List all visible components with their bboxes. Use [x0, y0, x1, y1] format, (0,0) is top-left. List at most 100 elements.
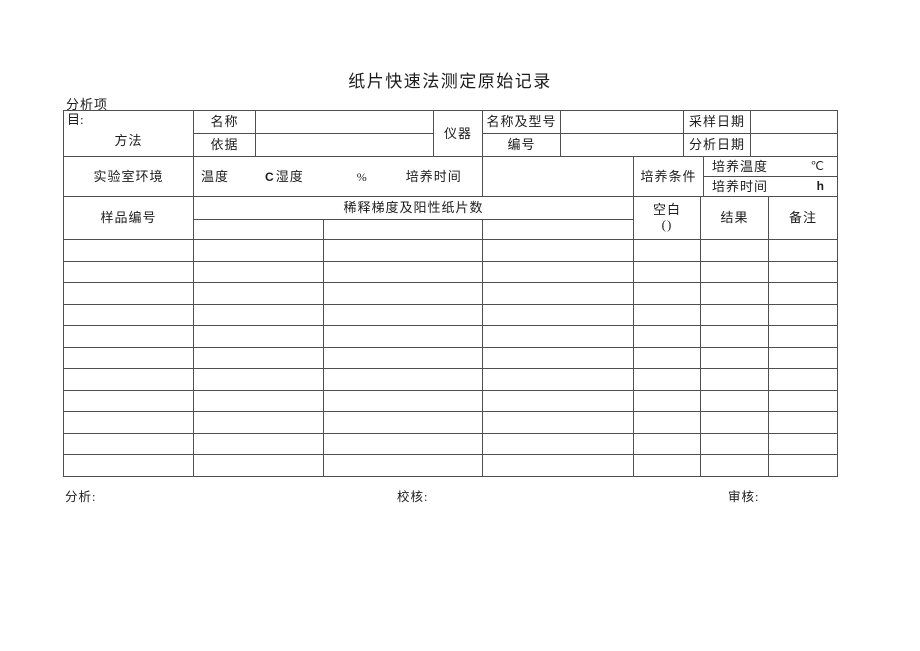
incubation-temperature-row: 培养温度 ℃ [704, 158, 837, 177]
result-cell [700, 260, 769, 283]
blank-column-label: 空白 () [633, 196, 702, 240]
result-cell [768, 239, 838, 262]
instrument-name-model-label: 名称及型号 [482, 110, 561, 134]
incubation-time-label: 培养时间 [405, 168, 462, 184]
result-row [63, 432, 838, 455]
result-cell [323, 346, 483, 369]
analyst-signature-label: 分析: [65, 490, 97, 504]
method-label: 方法 [114, 132, 143, 148]
result-cell [63, 368, 194, 391]
result-cell [633, 346, 701, 369]
result-cell [768, 282, 838, 305]
result-cell [700, 432, 769, 455]
result-cell [482, 346, 634, 369]
result-cell [768, 346, 838, 369]
result-cell [323, 454, 483, 477]
result-cell [63, 454, 194, 477]
analysis-item-label-top: 分析项 [66, 97, 109, 112]
result-cell [633, 239, 701, 262]
environment-table: 实验室环境 温度 C 湿度% 培养时间 培养条件 培养温度 ℃ 培养时间 h [63, 156, 838, 197]
environment-blank-cell [482, 156, 634, 197]
analysis-item-label-wrap: 目: [67, 112, 84, 127]
result-cell [700, 454, 769, 477]
result-cell [482, 432, 634, 455]
temperature-unit: C [265, 169, 274, 184]
result-row [63, 282, 838, 305]
sampling-date-value-cell [750, 110, 838, 134]
result-cell [633, 432, 701, 455]
sample-number-label: 样品编号 [63, 196, 194, 240]
result-cell [700, 368, 769, 391]
method-name-value-cell [255, 110, 434, 134]
instrument-number-label: 编号 [482, 133, 561, 157]
result-cell [323, 303, 483, 326]
dilution-subcell-3 [481, 219, 635, 240]
result-cell [768, 454, 838, 477]
result-cell [700, 411, 769, 434]
result-cell [193, 368, 324, 391]
result-cell [633, 411, 701, 434]
result-cell [323, 325, 483, 348]
result-cell [63, 282, 194, 305]
result-cell [482, 325, 634, 348]
reviewer-signature-label: 审核: [728, 490, 760, 504]
incubation-time-unit: h [816, 179, 824, 194]
result-cell [482, 454, 634, 477]
record-form: 目: 方法 名称 仪器 名称及型号 采样日期 依据 编号 分析日期 [63, 110, 839, 477]
result-cell [63, 303, 194, 326]
result-row [63, 346, 838, 369]
incubation-time2-label: 培养时间 [712, 178, 769, 194]
result-cell [768, 303, 838, 326]
result-cell [63, 260, 194, 283]
incubation-conditions-label: 培养条件 [633, 156, 704, 197]
result-cell [633, 325, 701, 348]
results-body-table [63, 239, 838, 477]
result-cell [63, 325, 194, 348]
result-cell [768, 389, 838, 412]
result-cell [633, 389, 701, 412]
method-instrument-table: 目: 方法 名称 仪器 名称及型号 采样日期 依据 编号 分析日期 [63, 110, 838, 157]
result-cell [193, 303, 324, 326]
instrument-name-model-value-cell [560, 110, 684, 134]
result-cell [193, 432, 324, 455]
result-cell [482, 282, 634, 305]
result-row [63, 260, 838, 283]
method-basis-value-cell [255, 133, 434, 157]
result-column-label: 结果 [700, 196, 770, 240]
result-cell [323, 260, 483, 283]
result-cell [482, 260, 634, 283]
result-cell [482, 239, 634, 262]
result-cell [193, 454, 324, 477]
result-cell [63, 389, 194, 412]
analysis-date-value-cell [750, 133, 838, 157]
method-basis-label: 依据 [193, 133, 256, 157]
sampling-date-label: 采样日期 [683, 110, 751, 134]
result-cell [482, 368, 634, 391]
result-cell [323, 432, 483, 455]
method-header-cell: 目: 方法 [63, 110, 194, 157]
incubation-time-row: 培养时间 h [705, 177, 837, 196]
dilution-gradient-label: 稀释梯度及阳性纸片数 [192, 196, 635, 220]
result-cell [63, 432, 194, 455]
result-cell [700, 239, 769, 262]
result-cell [63, 346, 194, 369]
blank-label-text: 空白 [653, 202, 682, 218]
instrument-label: 仪器 [433, 110, 483, 157]
result-cell [700, 303, 769, 326]
result-cell [633, 303, 701, 326]
result-cell [482, 389, 634, 412]
result-row [63, 411, 838, 434]
result-cell [193, 239, 324, 262]
result-cell [768, 260, 838, 283]
result-cell [482, 411, 634, 434]
result-cell [193, 411, 324, 434]
incubation-conditions-values-cell: 培养温度 ℃ 培养时间 h [703, 156, 838, 197]
result-cell [700, 389, 769, 412]
temperature-label: 温度 [201, 168, 230, 184]
result-cell [633, 282, 701, 305]
humidity-unit: % [356, 169, 367, 184]
result-cell [323, 368, 483, 391]
result-row [63, 325, 838, 348]
incubation-temperature-label: 培养温度 [712, 158, 769, 174]
result-cell [193, 346, 324, 369]
